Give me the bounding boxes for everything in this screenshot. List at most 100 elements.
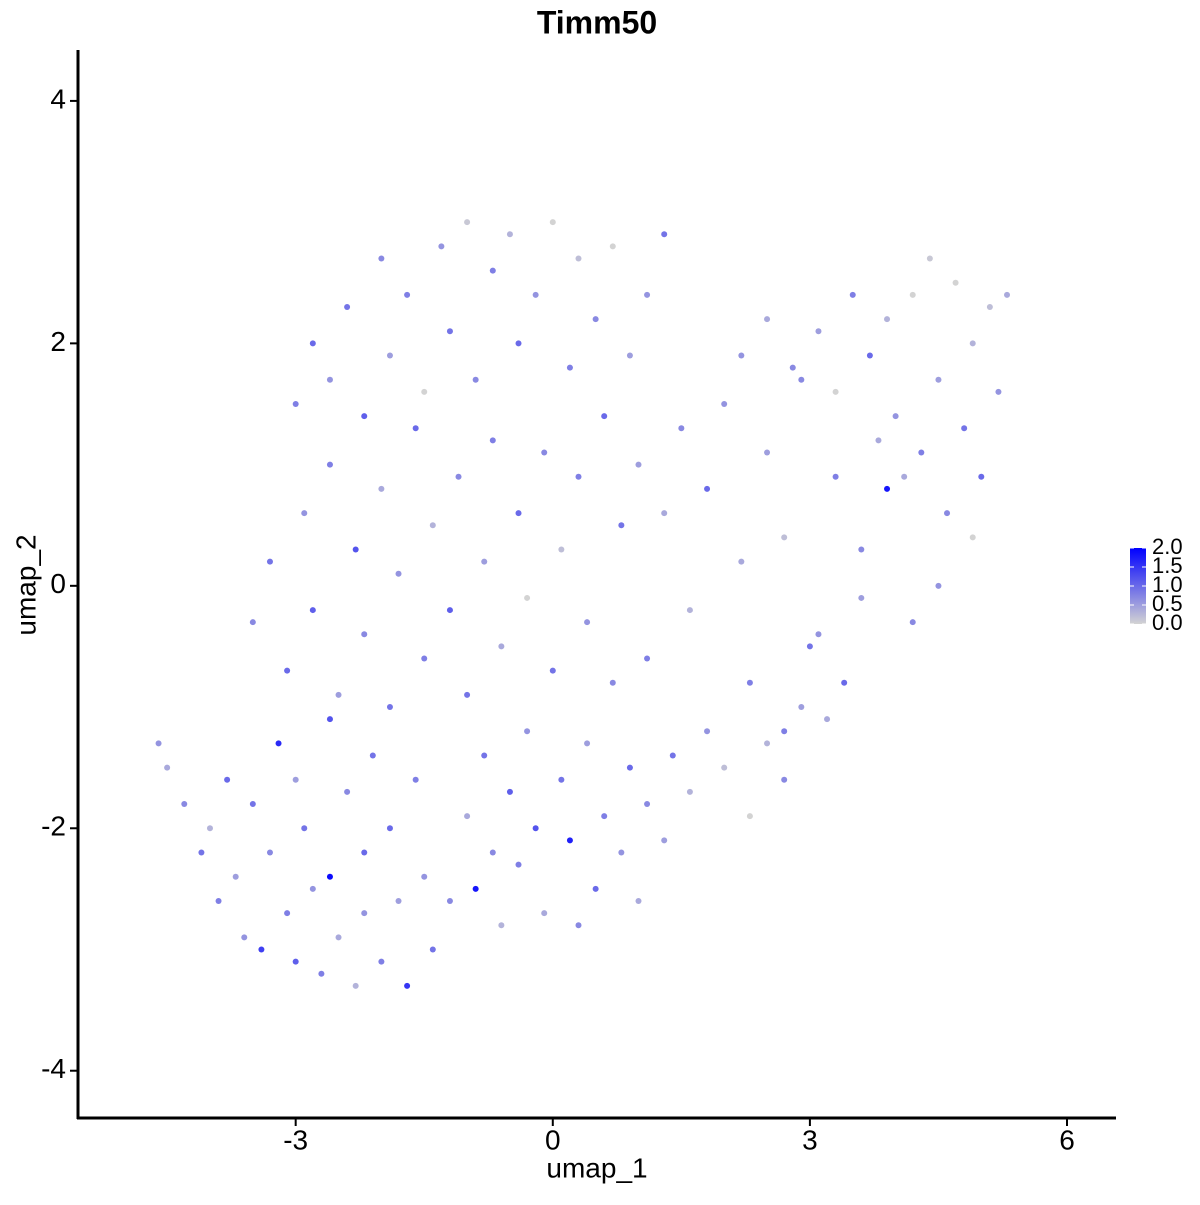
colorbar-label: 0.0 — [1152, 610, 1183, 635]
cell-point — [412, 425, 419, 432]
cell-point — [815, 328, 822, 335]
cell-point — [506, 231, 513, 238]
cell-point — [309, 340, 316, 347]
y-tick-label: -4 — [41, 1053, 66, 1084]
cell-point — [361, 910, 368, 917]
cell-point — [575, 922, 582, 929]
cell-point — [206, 825, 213, 832]
cell-point — [549, 219, 556, 226]
cell-point — [815, 631, 822, 638]
cell-point — [155, 740, 162, 747]
cell-point — [764, 316, 771, 323]
cell-point — [635, 461, 642, 468]
cell-point — [421, 873, 428, 880]
cell-point — [489, 849, 496, 856]
cell-point — [909, 291, 916, 298]
cell-point — [464, 691, 471, 698]
cell-point — [224, 776, 231, 783]
cell-point — [284, 910, 291, 917]
cell-point — [935, 582, 942, 589]
cell-point — [806, 643, 813, 650]
cell-point — [266, 558, 273, 565]
cell-point — [284, 667, 291, 674]
cell-point — [686, 788, 693, 795]
cell-point — [524, 728, 531, 735]
cell-point — [969, 534, 976, 541]
cell-point — [369, 752, 376, 759]
x-tick-label: -3 — [283, 1124, 308, 1155]
cell-point — [601, 413, 608, 420]
cell-point — [875, 437, 882, 444]
cell-point — [464, 813, 471, 820]
cell-point — [446, 328, 453, 335]
cell-point — [601, 813, 608, 820]
cell-point — [849, 291, 856, 298]
cell-point — [292, 400, 299, 407]
y-axis-label: umap_2 — [10, 534, 41, 635]
cell-point — [524, 594, 531, 601]
cell-point — [686, 607, 693, 614]
cell-point — [549, 667, 556, 674]
cell-point — [884, 485, 891, 492]
cell-point — [361, 849, 368, 856]
cell-point — [309, 885, 316, 892]
cell-point — [438, 243, 445, 250]
cell-point — [215, 898, 222, 905]
cell-point — [258, 946, 265, 953]
cell-point — [404, 982, 411, 989]
cell-point — [832, 473, 839, 480]
y-tick-label: -2 — [41, 811, 66, 842]
cell-point — [609, 679, 616, 686]
cell-point — [301, 825, 308, 832]
cell-point — [721, 400, 728, 407]
cell-point — [841, 679, 848, 686]
cell-point — [378, 255, 385, 262]
cell-point — [386, 825, 393, 832]
cell-point — [249, 801, 256, 808]
cell-point — [352, 982, 359, 989]
cell-point — [644, 801, 651, 808]
cell-point — [618, 849, 625, 856]
cell-point — [746, 813, 753, 820]
cell-point — [395, 898, 402, 905]
cell-point — [935, 376, 942, 383]
cell-point — [472, 885, 479, 892]
cell-point — [275, 740, 282, 747]
cell-point — [746, 679, 753, 686]
cell-point — [592, 885, 599, 892]
cell-point — [781, 728, 788, 735]
cell-point — [489, 267, 496, 274]
cell-point — [609, 243, 616, 250]
cell-point — [455, 473, 462, 480]
cell-point — [584, 740, 591, 747]
cell-point — [566, 837, 573, 844]
cell-point — [309, 607, 316, 614]
cell-point — [575, 473, 582, 480]
cell-point — [644, 655, 651, 662]
cell-point — [918, 449, 925, 456]
cell-point — [661, 837, 668, 844]
cell-point — [249, 619, 256, 626]
cell-point — [515, 510, 522, 517]
cell-point — [515, 861, 522, 868]
cell-point — [978, 473, 985, 480]
x-tick-label: 0 — [545, 1124, 561, 1155]
cell-point — [344, 788, 351, 795]
cell-point — [292, 776, 299, 783]
x-tick-label: 3 — [802, 1124, 818, 1155]
cell-point — [832, 388, 839, 395]
cell-point — [421, 655, 428, 662]
cell-point — [661, 231, 668, 238]
cell-point — [515, 340, 522, 347]
cell-point — [721, 764, 728, 771]
cell-point — [481, 752, 488, 759]
cell-point — [669, 752, 676, 759]
cell-point — [866, 352, 873, 359]
cell-point — [1004, 291, 1011, 298]
cell-point — [738, 558, 745, 565]
cell-point — [498, 643, 505, 650]
cell-point — [644, 291, 651, 298]
cell-point — [429, 522, 436, 529]
cell-point — [446, 607, 453, 614]
